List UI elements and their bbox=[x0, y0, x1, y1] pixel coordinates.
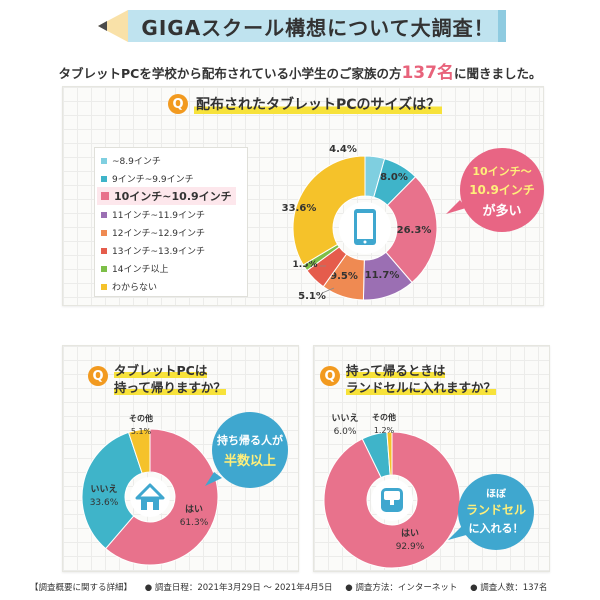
slice-value-label: 26.3% bbox=[397, 225, 432, 236]
pie-slice bbox=[386, 431, 393, 476]
legend-item-highlight: 10インチ~10.9インチ bbox=[97, 187, 236, 205]
footer-label: 【調査概要に関する詳細】 bbox=[30, 583, 133, 593]
callout-line2: 10.9インチ bbox=[469, 183, 535, 197]
slice-value-label: 9.5% bbox=[330, 271, 358, 282]
title-banner bbox=[98, 10, 506, 42]
callout-line1: ほぼ bbox=[486, 487, 507, 500]
tablet-size-pie: 4.4% 8.0% 26.3% 11.7% 9.5% 5.1% 1.5% 33.6% bbox=[282, 144, 438, 302]
pie-slice bbox=[104, 428, 219, 566]
size-callout: 10インチ～ 10.9インチ が多い bbox=[446, 148, 544, 232]
slice-category-label: その他 bbox=[129, 413, 153, 423]
legend-label: 9インチ~9.9インチ bbox=[112, 175, 194, 185]
q-badge: Q bbox=[320, 366, 340, 386]
tablet-size-question: Q 配布されたタブレットPCのサイズは？ bbox=[168, 94, 443, 114]
carry-callout: 持ち帰る人が 半数以上 bbox=[205, 412, 288, 488]
legend-label: 14インチ以上 bbox=[112, 265, 169, 275]
slice-value-label: 1.5% bbox=[293, 260, 318, 270]
slice-value-label: 8.0% bbox=[380, 172, 408, 183]
slice-value-label: 33.6% bbox=[282, 203, 317, 214]
legend-label: ~8.9インチ bbox=[112, 157, 161, 167]
legend-label: 12インチ~12.9インチ bbox=[112, 229, 206, 239]
respondent-count: 137名 bbox=[401, 63, 454, 83]
slice-value-label: 4.4% bbox=[329, 144, 357, 155]
legend-item: 12インチ~12.9インチ bbox=[101, 226, 205, 239]
callout-line3: に入れる！ bbox=[469, 522, 524, 535]
footer-method: ● 調査方法：インターネット bbox=[345, 583, 458, 593]
q-badge: Q bbox=[168, 94, 188, 114]
randoseru-pie: はい 92.9% いいえ 6.0% その他 1.2% bbox=[323, 412, 461, 569]
footer-count: ● 調査人数：137名 bbox=[470, 583, 548, 593]
legend-item: 13インチ~13.9インチ bbox=[101, 244, 205, 257]
callout-line1: 持ち帰る人が bbox=[217, 433, 283, 447]
slice-value-label: 1.2% bbox=[374, 426, 395, 435]
slice-category-label: いいえ bbox=[90, 484, 117, 495]
legend-label: わからない bbox=[112, 283, 158, 293]
question-line1: タブレットPCは bbox=[114, 363, 208, 378]
legend-item: わからない bbox=[101, 280, 157, 293]
slice-value-label: 5.1% bbox=[298, 291, 326, 302]
footer-date: ● 調査日程：2021年3月29日 〜 2021年4月5日 bbox=[144, 583, 333, 593]
slice-category-label: はい bbox=[401, 528, 419, 539]
leader-line bbox=[321, 287, 335, 294]
pie-slice bbox=[127, 428, 151, 474]
pie-slice bbox=[385, 176, 438, 284]
randoseru-question: Q 持って帰るときは ランドセルに入れますか？ bbox=[320, 362, 497, 396]
house-icon bbox=[130, 477, 170, 517]
slice-value-label: 61.3% bbox=[180, 518, 209, 528]
question-line2: 持って帰りますか？ bbox=[114, 380, 226, 395]
callout-line2: ランドセル bbox=[466, 503, 526, 517]
legend-label: 13インチ~13.9インチ bbox=[112, 247, 206, 257]
q-badge: Q bbox=[88, 366, 108, 386]
page-subtitle: タブレットPCを学校から配布されている小学生のご家族の方137名に聞きました。 bbox=[50, 58, 550, 83]
callout-line3: が多い bbox=[482, 203, 521, 219]
question-line1: 持って帰るときは bbox=[346, 363, 446, 378]
callout-line1: 10インチ～ bbox=[472, 165, 531, 178]
carry-home-question: Q タブレットPCは 持って帰りますか？ bbox=[88, 362, 226, 396]
slice-category-label: いいえ bbox=[331, 413, 358, 424]
tablet-icon bbox=[339, 202, 391, 254]
subtitle-post: に聞きました。 bbox=[453, 66, 542, 81]
question-line2: ランドセルに入れますか？ bbox=[346, 380, 497, 395]
legend-item: 9インチ~9.9インチ bbox=[101, 172, 194, 185]
legend-item: 11インチ~11.9インチ bbox=[101, 208, 205, 221]
slice-value-label: 11.7% bbox=[365, 270, 400, 281]
size-legend: ~8.9インチ 9インチ~9.9インチ 10インチ~10.9インチ 11インチ~… bbox=[94, 147, 248, 297]
legend-label: 11インチ~11.9インチ bbox=[112, 211, 206, 221]
legend-label: 10インチ~10.9インチ bbox=[114, 190, 232, 203]
pie-slice bbox=[323, 431, 461, 569]
legend-item: 14インチ以上 bbox=[101, 262, 168, 275]
question-text: 配布されたタブレットPCのサイズは？ bbox=[194, 94, 443, 114]
randoseru-icon bbox=[371, 479, 413, 521]
legend-item: ~8.9インチ bbox=[101, 154, 161, 167]
page-title: GIGAスクール構想について大調査！ bbox=[141, 15, 495, 40]
slice-value-label: 6.0% bbox=[334, 427, 357, 437]
subtitle-pre: タブレットPCを学校から配布されている小学生のご家族の方 bbox=[58, 66, 402, 81]
slice-value-label: 5.1% bbox=[131, 427, 152, 436]
slice-category-label: その他 bbox=[372, 412, 396, 422]
pie-slice bbox=[81, 431, 143, 550]
slice-value-label: 33.6% bbox=[90, 498, 119, 508]
randoseru-callout: ほぼ ランドセル に入れる！ bbox=[448, 474, 534, 550]
slice-category-label: はい bbox=[185, 504, 203, 515]
carry-home-pie: はい 61.3% いいえ 33.6% その他 5.1% bbox=[81, 413, 219, 566]
callout-line2: 半数以上 bbox=[224, 453, 276, 469]
survey-footer: 【調査概要に関する詳細】 ● 調査日程：2021年3月29日 〜 2021年4月… bbox=[30, 581, 590, 593]
slice-value-label: 92.9% bbox=[396, 542, 425, 552]
pie-slice bbox=[292, 155, 366, 266]
